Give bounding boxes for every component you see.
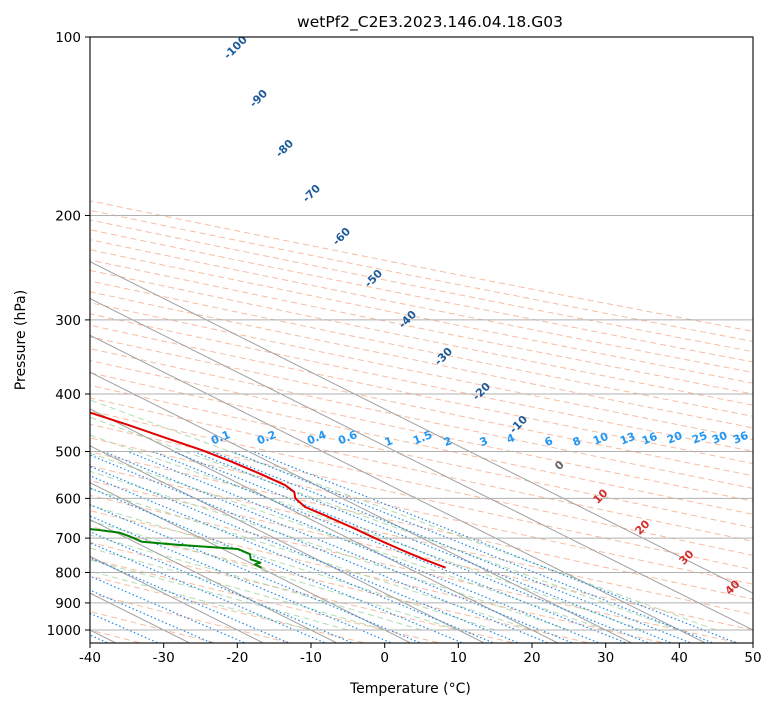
moist-adiabat-line — [90, 416, 680, 631]
mixing-ratio-line — [252, 450, 736, 643]
mixing-ratio-label: 30 — [710, 429, 729, 447]
chart-title: wetPf2_C2E3.2023.146.04.18.G03 — [297, 13, 563, 32]
x-axis-label: Temperature (°C) — [349, 681, 471, 697]
y-tick-label: 300 — [55, 313, 81, 329]
moist-adiabat-line — [90, 452, 606, 631]
isotherm-line — [90, 518, 337, 643]
moist-adiabat-line — [90, 399, 717, 631]
mixing-ratio-label: 36 — [731, 429, 750, 447]
y-tick-label: 600 — [55, 491, 81, 507]
dewpoint-profile-line — [90, 528, 262, 569]
dry-adiabat-line — [90, 372, 753, 515]
moist-adiabat-line — [90, 547, 385, 631]
dry-adiabat-line — [90, 384, 753, 529]
y-tick-label: 500 — [55, 445, 81, 461]
mixing-ratio-label: 25 — [690, 429, 709, 447]
mixing-ratio-line — [90, 515, 391, 643]
dry-adiabat-line — [90, 465, 753, 615]
x-tick-label: -40 — [79, 650, 101, 666]
dry-adiabat-line — [90, 437, 753, 585]
mixing-ratio-line — [90, 503, 420, 643]
x-tick-label: 10 — [450, 650, 467, 666]
dry-adiabat-line — [90, 239, 753, 374]
isotherm-line — [90, 297, 753, 631]
dry-adiabat-line — [90, 200, 753, 332]
mixing-ratio-label: 13 — [618, 430, 637, 448]
x-tick-label: -30 — [153, 650, 175, 666]
isotherm-line — [90, 371, 632, 643]
mixing-ratio-label: 16 — [640, 430, 659, 448]
isotherm-line — [90, 482, 411, 643]
moist-adiabat-line — [90, 570, 312, 631]
x-tick-label: 40 — [671, 650, 688, 666]
isotherm-line — [90, 261, 753, 594]
dry-adiabat-line — [90, 558, 439, 643]
mixing-ratio-line — [90, 542, 325, 643]
mixing-ratio-line — [127, 450, 599, 643]
x-tick-label: 50 — [744, 650, 761, 666]
profile-lines — [90, 411, 446, 569]
y-tick-label: 800 — [55, 566, 81, 582]
mixing-ratio-line — [172, 450, 648, 643]
dry-adiabat-line — [90, 269, 753, 406]
x-tick-label: 30 — [597, 650, 614, 666]
y-tick-label: 100 — [55, 30, 81, 46]
dry-adiabat-line — [90, 348, 753, 489]
dry-adiabat-line — [90, 219, 753, 353]
y-tick-label: 900 — [55, 596, 81, 612]
moist-adiabat-line — [90, 488, 533, 631]
pressure-gridlines — [90, 37, 753, 631]
dry-adiabat-line — [90, 541, 513, 643]
x-tick-label: 0 — [380, 650, 389, 666]
axes: -40 -30 -20 -10 0 10 20 30 40 50 100 200 300 400 500 60… — [47, 30, 762, 666]
moist-adiabat-line — [90, 520, 459, 631]
mixing-ratio-label: 20 — [665, 429, 684, 447]
x-tick-label: -10 — [300, 650, 322, 666]
dry-adiabat-line — [90, 592, 289, 643]
mixing-ratio-line — [90, 475, 493, 643]
x-tick-label: -20 — [226, 650, 248, 666]
temperature-profile-line — [90, 411, 446, 569]
mixing-ratio-label: 10 — [591, 430, 610, 448]
isotherm-line — [90, 445, 484, 643]
y-tick-label: 400 — [55, 387, 81, 403]
mixing-ratio-label: 2 — [442, 434, 454, 449]
mixing-ratio-label: 8 — [571, 434, 583, 449]
dry-adiabat-line — [90, 423, 753, 571]
mixing-ratio-label: 3 — [478, 434, 490, 449]
mixing-ratio-line — [90, 487, 462, 643]
mixing-ratio-label: 1 — [383, 434, 395, 449]
y-tick-label: 200 — [55, 209, 81, 225]
moist-adiabat-line — [90, 434, 643, 631]
dry-adiabat-line — [90, 249, 753, 384]
x-tick-label: 20 — [523, 650, 540, 666]
moist-adiabat-line — [90, 470, 569, 631]
y-tick-label: 1000 — [47, 623, 81, 639]
dry-adiabat-line — [90, 229, 753, 363]
isotherm-line — [90, 408, 558, 643]
y-axis-label: Pressure (hPa) — [13, 290, 29, 390]
dry-adiabat-line — [90, 360, 753, 502]
y-tick-label: 700 — [55, 531, 81, 547]
mixing-ratio-line — [90, 531, 352, 643]
isotherm-line — [90, 334, 705, 643]
mixing-ratio-line — [231, 450, 713, 643]
dry-adiabat-line — [90, 510, 663, 643]
background-lines — [90, 200, 753, 643]
plot-frame — [89, 36, 754, 644]
dry-adiabat-line — [90, 451, 753, 600]
